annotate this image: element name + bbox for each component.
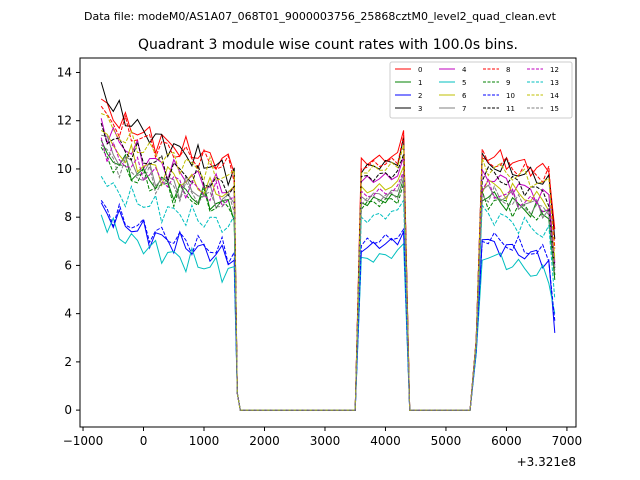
series-line-6 (100, 129, 556, 411)
legend-label-7: 7 (462, 105, 466, 113)
x-tick-label: 7000 (552, 434, 583, 448)
legend-label-8: 8 (506, 66, 510, 74)
legend-label-2: 2 (418, 92, 422, 100)
series-line-11 (100, 122, 556, 411)
x-tick-label: 1000 (189, 434, 220, 448)
series-line-1 (100, 139, 556, 411)
x-tick-label: 6000 (491, 434, 522, 448)
y-tick-label: 4 (64, 307, 72, 321)
legend-label-0: 0 (418, 66, 422, 74)
legend-label-14: 14 (550, 92, 559, 100)
legend-label-9: 9 (506, 79, 510, 87)
legend-label-12: 12 (550, 66, 559, 74)
legend-label-6: 6 (462, 92, 467, 100)
y-tick-label: 12 (57, 114, 72, 128)
legend-label-3: 3 (418, 105, 422, 113)
series-line-15 (100, 144, 556, 411)
axes-layer: −1000 0 1000 2000 3000 4000 5000 6000 7000 0 2 4 6 8 1… (57, 65, 582, 448)
series-line-10 (100, 200, 556, 411)
legend-label-5: 5 (462, 79, 466, 87)
legend-label-10: 10 (506, 92, 515, 100)
chart-title: Quadrant 3 module wise count rates with … (138, 37, 518, 53)
suptitle: Data file: modeM0/AS1A07_068T01_90000037… (84, 10, 557, 23)
x-tick-label: 2000 (249, 434, 280, 448)
x-offset-label: +3.321e8 (517, 455, 576, 469)
y-tick-label: 6 (64, 258, 72, 272)
legend-label-11: 11 (506, 105, 515, 113)
series-line-2 (100, 202, 556, 411)
x-tick-label: 4000 (370, 434, 401, 448)
legend-box (389, 61, 573, 119)
y-tick-label: 14 (57, 65, 72, 79)
y-tick-label: 2 (64, 355, 72, 369)
y-tick-label: 0 (64, 403, 72, 417)
x-tick-label: −1000 (63, 434, 104, 448)
series-line-4 (100, 118, 556, 411)
series-line-13 (100, 175, 556, 411)
series-layer (100, 81, 556, 411)
legend-label-13: 13 (550, 79, 559, 87)
series-line-8 (100, 105, 556, 411)
x-tick-label: 3000 (310, 434, 341, 448)
x-tick-label: 5000 (431, 434, 462, 448)
plot-frame (79, 57, 577, 428)
y-tick-label: 10 (57, 162, 72, 176)
series-line-3 (100, 81, 556, 411)
legend-label-15: 15 (550, 105, 559, 113)
legend-label-1: 1 (418, 79, 422, 87)
legend-label-4: 4 (462, 66, 467, 74)
series-line-0 (100, 98, 556, 411)
x-tick-label: 0 (140, 434, 148, 448)
y-tick-label: 8 (64, 210, 72, 224)
